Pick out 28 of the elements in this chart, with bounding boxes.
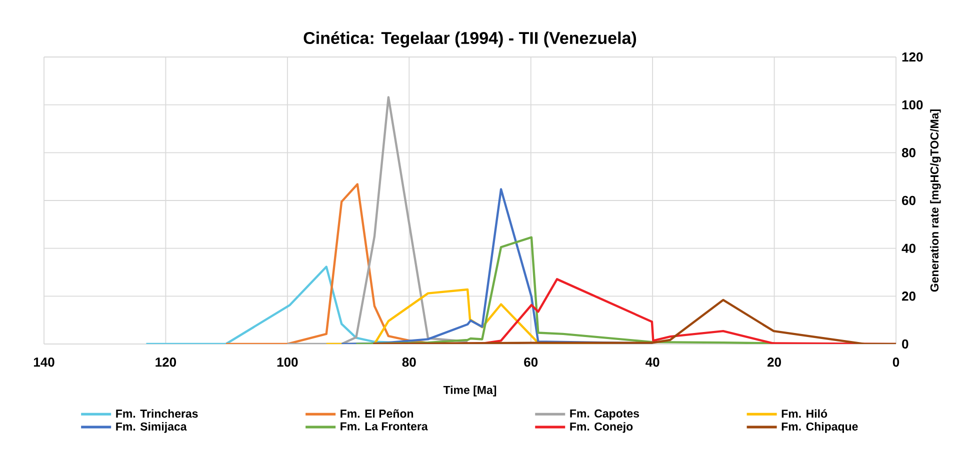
x-tick-label: 20 xyxy=(768,358,781,367)
x-tick-label: 100 xyxy=(277,358,298,367)
x-tick-label: 120 xyxy=(156,358,176,367)
line-series xyxy=(286,96,469,344)
legend-label: Fm. La Frontera xyxy=(340,422,428,430)
y-tick-label: 80 xyxy=(902,148,916,158)
x-tick-label: 80 xyxy=(402,358,416,367)
x-axis-title: Time [Ma] xyxy=(443,386,496,396)
legend-label: Fm. Conejo xyxy=(570,422,633,433)
x-tick-label: 0 xyxy=(892,358,900,367)
chart-title: Cinética: Tegelaar (1994) - TII (Venezuela) xyxy=(304,31,636,48)
y-tick-label: 0 xyxy=(902,339,908,349)
legend-label: Fm. Hiló xyxy=(782,409,828,418)
legend-label: Fm. Chipaque xyxy=(782,422,858,433)
legend-label: Fm. El Peñon xyxy=(340,409,414,418)
x-tick-label: 60 xyxy=(524,358,538,367)
y-tick-label: 20 xyxy=(902,292,916,301)
x-tick-label: 140 xyxy=(34,358,54,367)
legend-label: Fm. Capotes xyxy=(570,409,640,420)
x-tick-label: 40 xyxy=(646,358,660,367)
y-tick-label: 60 xyxy=(902,196,916,206)
y-tick-label: 120 xyxy=(902,52,923,62)
y-tick-label: 100 xyxy=(902,100,923,110)
legend-label: Fm. Simijaca xyxy=(116,422,187,433)
legend-label: Fm. Trincheras xyxy=(116,409,198,418)
line-series xyxy=(372,298,896,344)
y-axis-title: Generation rate [mgHC/gTOC/Ma] xyxy=(930,110,941,292)
y-tick-label: 40 xyxy=(902,244,916,253)
